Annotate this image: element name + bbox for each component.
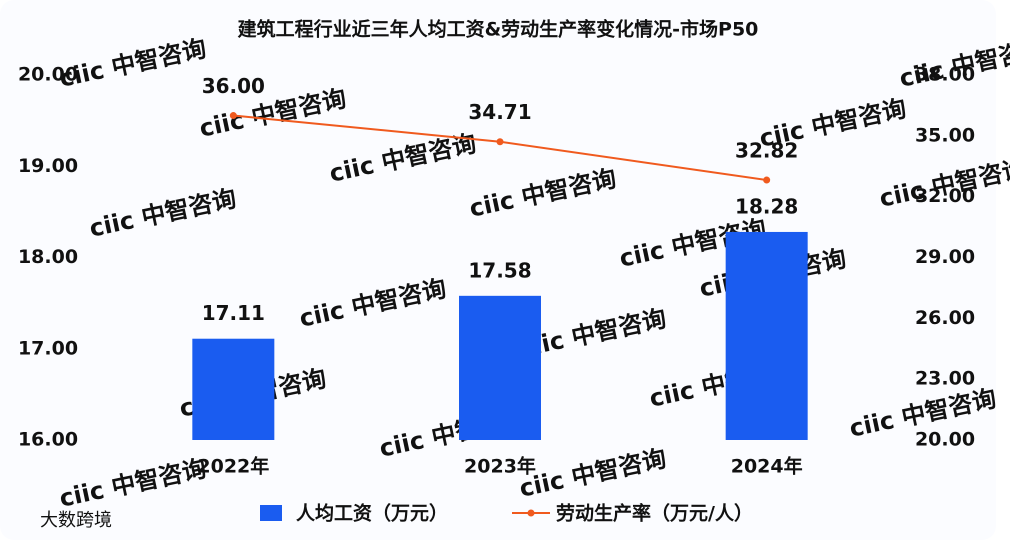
- legend-label: 人均工资（万元）: [296, 502, 448, 525]
- x-tick-label: 2022年: [197, 455, 269, 478]
- y2-tick-label: 29.00: [915, 246, 975, 268]
- y2-tick-label: 38.00: [915, 64, 975, 86]
- y2-tick-label: 35.00: [915, 124, 975, 146]
- line-point: [763, 176, 771, 184]
- chart-title: 建筑工程行业近三年人均工资&劳动生产率变化情况-市场P50: [238, 18, 759, 41]
- data-label: 18.28: [735, 194, 798, 218]
- legend-swatch: [527, 509, 535, 517]
- y-tick-label: 17.00: [18, 337, 78, 359]
- data-label: 36.00: [202, 74, 265, 98]
- source-mark: 大数跨境: [40, 510, 112, 531]
- legend-label: 劳动生产率（万元/人）: [556, 502, 753, 525]
- y2-tick-label: 26.00: [915, 307, 975, 329]
- data-label: 32.82: [735, 139, 798, 163]
- y2-tick-label: 20.00: [915, 429, 975, 451]
- line-point: [496, 138, 504, 146]
- bar: [459, 295, 541, 440]
- y-tick-label: 16.00: [18, 429, 78, 451]
- x-tick-label: 2023年: [464, 455, 536, 478]
- bar: [192, 338, 275, 440]
- data-label: 17.58: [468, 258, 531, 282]
- bar: [725, 231, 808, 440]
- y2-tick-label: 23.00: [915, 368, 975, 390]
- legend-swatch: [260, 505, 282, 521]
- y-tick-label: 18.00: [18, 246, 78, 268]
- data-label: 17.11: [202, 301, 265, 325]
- y-tick-label: 19.00: [18, 155, 78, 177]
- x-tick-label: 2024年: [731, 455, 803, 478]
- y2-tick-label: 32.00: [915, 185, 975, 207]
- data-label: 34.71: [468, 100, 531, 124]
- y-tick-label: 20.00: [18, 64, 78, 86]
- line-point: [229, 112, 237, 120]
